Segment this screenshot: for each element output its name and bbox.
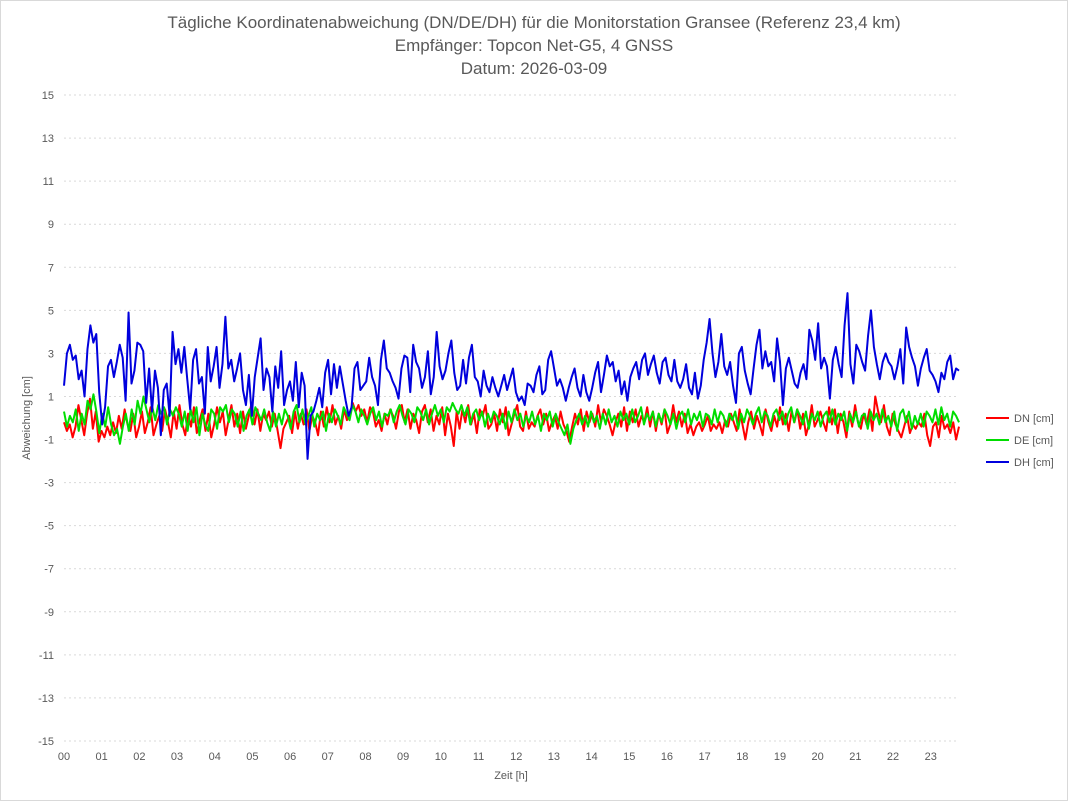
x-tick-label: 16 — [661, 751, 673, 763]
y-tick-label: -7 — [44, 564, 54, 576]
y-tick-label: 15 — [42, 90, 54, 102]
x-tick-label: 23 — [925, 751, 937, 763]
y-tick-label: 3 — [48, 348, 54, 360]
y-tick-label: -3 — [44, 478, 54, 490]
x-tick-label: 13 — [548, 751, 560, 763]
x-tick-label: 15 — [623, 751, 635, 763]
x-tick-label: 14 — [585, 751, 597, 763]
y-tick-label: 7 — [48, 262, 54, 274]
y-tick-label: -1 — [44, 435, 54, 447]
series-line-dh — [63, 292, 960, 460]
x-tick-label: 03 — [171, 751, 183, 763]
x-tick-label: 02 — [133, 751, 145, 763]
x-tick-label: 19 — [774, 751, 786, 763]
x-axis-label: Zeit [h] — [494, 770, 528, 782]
y-tick-label: 11 — [43, 176, 54, 188]
x-tick-label: 08 — [359, 751, 371, 763]
gridlines — [64, 94, 959, 742]
x-axis-ticks: 00 01 02 03 04 05 06 07 08 09 10 11 12 13 14 15 16 17 18 19… — [58, 751, 937, 763]
series-lines — [63, 292, 960, 460]
x-tick-label: 04 — [209, 751, 221, 763]
x-tick-label: 12 — [510, 751, 522, 763]
y-tick-label: 1 — [48, 391, 54, 403]
x-tick-label: 21 — [849, 751, 861, 763]
x-tick-label: 09 — [397, 751, 409, 763]
x-tick-label: 22 — [887, 751, 899, 763]
x-tick-label: 17 — [699, 751, 711, 763]
x-tick-label: 10 — [435, 751, 447, 763]
y-tick-label: -15 — [38, 736, 54, 748]
x-tick-label: 01 — [96, 751, 108, 763]
legend-label: DN [cm] — [1014, 413, 1054, 425]
y-tick-label: 13 — [42, 133, 54, 145]
y-tick-label: 5 — [48, 305, 54, 317]
x-tick-label: 06 — [284, 751, 296, 763]
x-tick-label: 00 — [58, 751, 70, 763]
y-tick-label: -9 — [44, 607, 54, 619]
y-tick-label: 9 — [48, 219, 54, 231]
legend-label: DE [cm] — [1014, 435, 1053, 447]
legend: DN [cm] DE [cm] DH [cm] — [986, 413, 1054, 469]
chart-title-line-2: Empfänger: Topcon Net-G5, 4 GNSS — [395, 36, 673, 55]
y-axis-ticks: 15 13 11 9 7 5 3 1 -1 -3 -5 -7 -9 -11 -13 -15 — [38, 90, 54, 748]
x-tick-label: 07 — [322, 751, 334, 763]
x-tick-label: 18 — [736, 751, 748, 763]
y-tick-label: -5 — [44, 521, 54, 533]
x-tick-label: 05 — [246, 751, 258, 763]
y-tick-label: -13 — [38, 693, 54, 705]
chart-title-line-1: Tägliche Koordinatenabweichung (DN/DE/DH… — [167, 13, 900, 32]
x-tick-label: 11 — [473, 751, 484, 763]
series-line-de — [63, 393, 960, 445]
y-axis-label: Abweichung [cm] — [21, 376, 33, 460]
series-line-dn — [63, 395, 960, 450]
legend-label: DH [cm] — [1014, 457, 1054, 469]
y-tick-label: -11 — [39, 650, 54, 662]
x-tick-label: 20 — [812, 751, 824, 763]
chart-title-line-3: Datum: 2026-03-09 — [461, 59, 607, 78]
